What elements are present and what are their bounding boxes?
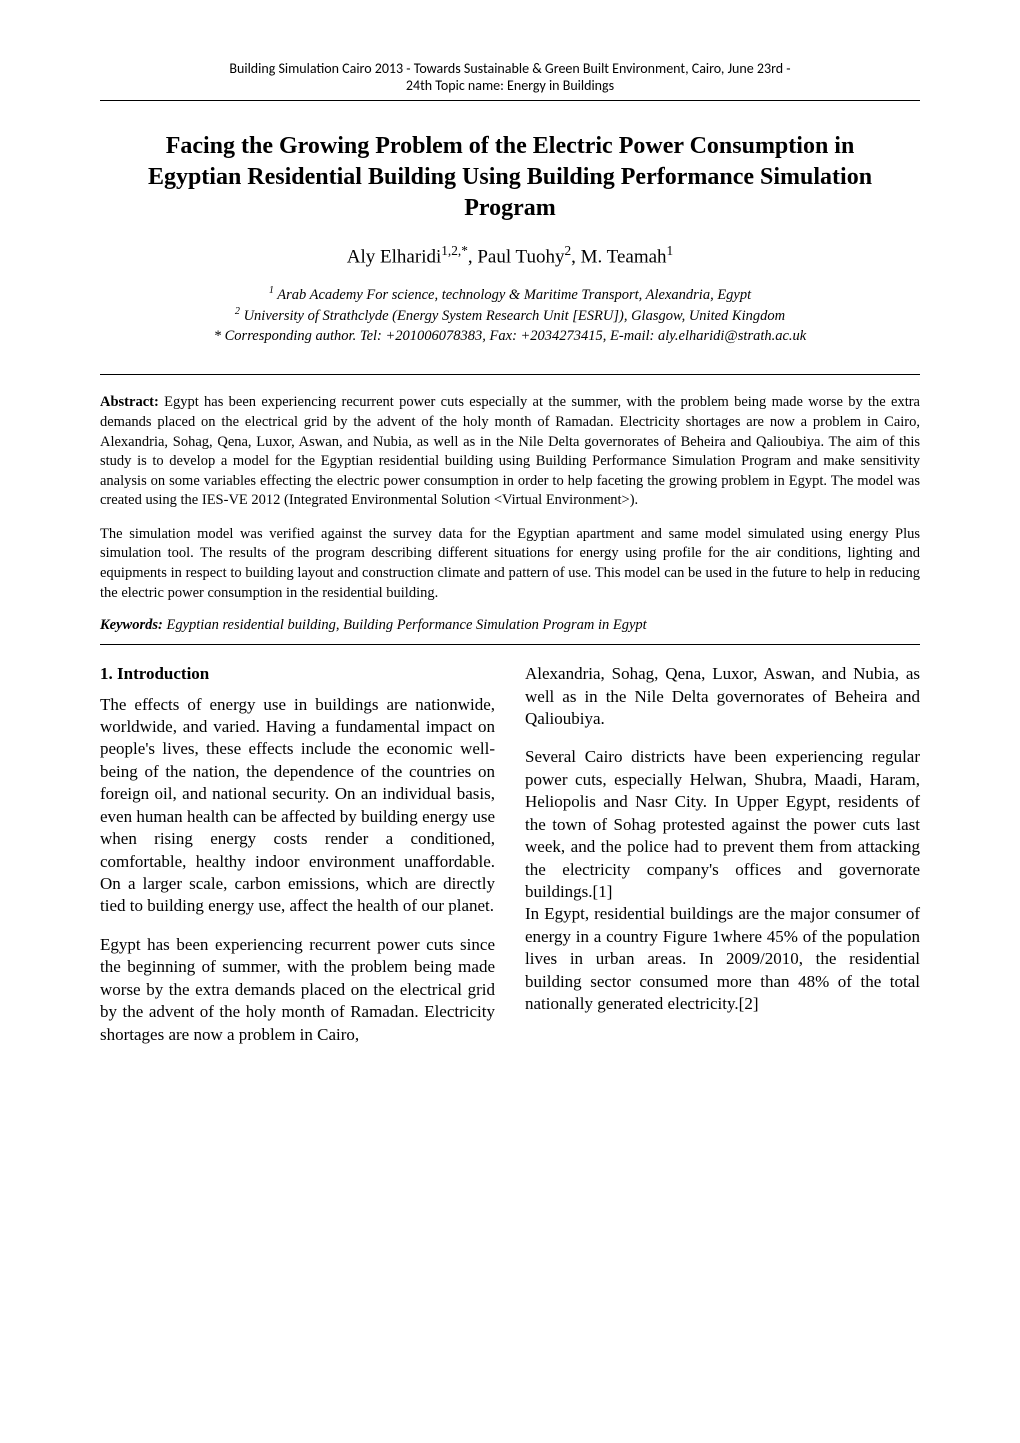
divider-bottom — [100, 644, 920, 645]
affiliations: 1 Arab Academy For science, technology &… — [100, 284, 920, 347]
abstract-label: Abstract: — [100, 394, 159, 410]
two-column-body: 1. Introduction The effects of energy us… — [100, 663, 920, 1062]
paper-title: Facing the Growing Problem of the Electr… — [120, 131, 900, 225]
column-right: Alexandria, Sohag, Qena, Luxor, Aswan, a… — [525, 663, 920, 1062]
keywords-label: Keywords: — [100, 617, 163, 633]
abstract-paragraph-1: Abstract: Egypt has been experiencing re… — [100, 393, 920, 510]
header-line-2: 24th Topic name: Energy in Buildings — [100, 77, 920, 94]
running-header: Building Simulation Cairo 2013 - Towards… — [100, 60, 920, 94]
author-list: Aly Elharidi1,2,*, Paul Tuohy2, M. Teama… — [100, 243, 920, 268]
intro-paragraph-2: Egypt has been experiencing recurrent po… — [100, 934, 495, 1046]
intro-paragraph-4: Several Cairo districts have been experi… — [525, 746, 920, 903]
header-line-1: Building Simulation Cairo 2013 - Towards… — [100, 60, 920, 77]
abstract-paragraph-2: The simulation model was verified agains… — [100, 525, 920, 603]
divider-top — [100, 374, 920, 375]
keywords-text: Egyptian residential building, Building … — [163, 617, 647, 633]
section-1-heading: 1. Introduction — [100, 663, 495, 685]
intro-paragraph-5: In Egypt, residential buildings are the … — [525, 903, 920, 1015]
intro-paragraph-1: The effects of energy use in buildings a… — [100, 694, 495, 918]
abstract-text-1: Egypt has been experiencing recurrent po… — [100, 394, 920, 508]
corresponding-author: * Corresponding author. Tel: +2010060783… — [100, 326, 920, 346]
column-left: 1. Introduction The effects of energy us… — [100, 663, 495, 1062]
affiliation-2: 2 University of Strathclyde (Energy Syst… — [100, 305, 920, 326]
header-rule — [100, 100, 920, 101]
keywords: Keywords: Egyptian residential building,… — [100, 617, 920, 634]
affiliation-1: 1 Arab Academy For science, technology &… — [100, 284, 920, 305]
intro-paragraph-3: Alexandria, Sohag, Qena, Luxor, Aswan, a… — [525, 663, 920, 730]
